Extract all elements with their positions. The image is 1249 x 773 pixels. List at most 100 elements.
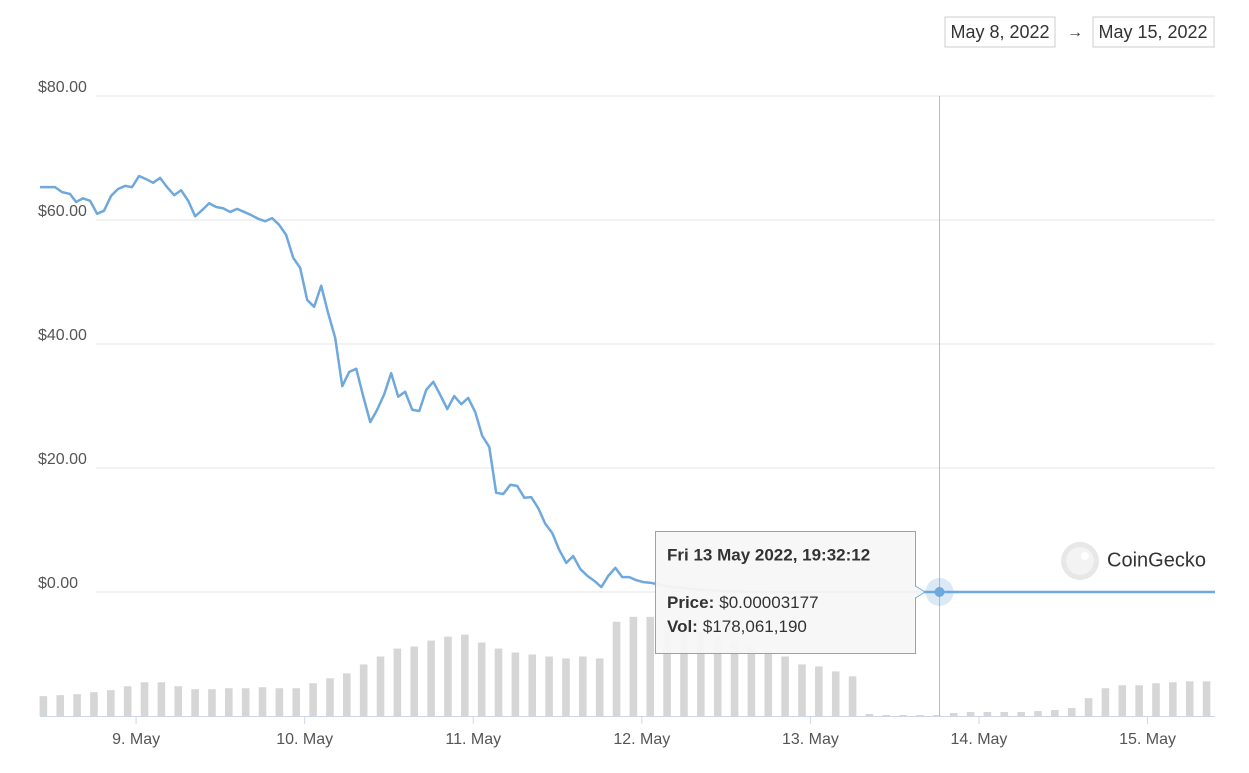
volume-bar — [140, 682, 149, 716]
volume-bar — [1101, 688, 1110, 716]
volume-bar — [528, 654, 537, 716]
volume-bar — [174, 686, 183, 716]
volume-bar — [949, 713, 958, 716]
tooltip-box — [655, 531, 926, 654]
x-tick-label: 14. May — [951, 731, 1008, 748]
volume-bar — [309, 683, 317, 716]
volume-bar — [359, 664, 368, 716]
date-to-box[interactable] — [1092, 16, 1215, 48]
y-tick-label: $60.00 — [38, 203, 87, 220]
volume-bar — [410, 646, 419, 716]
tooltip-price-label: Price: — [667, 593, 714, 612]
volume-bar — [123, 686, 132, 716]
volume-bar — [427, 640, 435, 716]
y-tick-label: $80.00 — [38, 79, 87, 96]
date-to[interactable]: May 15, 2022 — [1098, 22, 1207, 42]
volume-bar — [477, 642, 486, 716]
volume-bar — [882, 715, 891, 716]
volume-bar — [713, 636, 722, 716]
volume-bar — [157, 682, 166, 716]
volume-bar — [831, 671, 840, 716]
volume-bar — [191, 689, 199, 716]
volume-bar — [697, 631, 705, 716]
tooltip-title: Fri 13 May 2022, 19:32:12 — [667, 545, 870, 564]
volume-bar — [562, 658, 570, 716]
volume-bar — [612, 621, 621, 716]
volume-bar — [461, 634, 469, 716]
x-tick-label: 10. May — [276, 731, 333, 748]
volume-bar — [1152, 683, 1160, 716]
volume-bar — [1051, 710, 1059, 716]
volume-bar — [983, 712, 992, 716]
volume-bar — [1169, 682, 1177, 716]
volume-bar — [865, 714, 874, 716]
volume-bar — [56, 695, 65, 716]
volume-bar — [798, 664, 806, 716]
volume-bar — [275, 688, 284, 716]
volume-bar — [545, 656, 553, 716]
volume-bar — [1017, 712, 1025, 716]
volume-bar — [1118, 685, 1127, 716]
y-tick-label: $20.00 — [38, 451, 87, 468]
volume-bar — [343, 673, 351, 716]
tooltip: Fri 13 May 2022, 19:32:12 Price: $0.000031… — [655, 531, 926, 654]
volume-bar — [1135, 685, 1143, 716]
tooltip-vol-value: $178,061,190 — [703, 617, 807, 636]
volume-bar — [1034, 711, 1042, 716]
watermark-logo — [1061, 542, 1099, 580]
volume-bar — [764, 650, 773, 716]
tooltip-vol-label: Vol: — [667, 617, 698, 636]
volume-bar — [511, 652, 520, 716]
volume-bar — [730, 641, 739, 716]
volume-bar — [1067, 708, 1076, 716]
volume-bar — [916, 715, 924, 716]
x-tick-label: 13. May — [782, 731, 839, 748]
volume-bar — [39, 696, 48, 716]
volume-bar — [595, 658, 604, 716]
volume-bar — [781, 656, 789, 716]
tooltip-price-value: $0.00003177 — [719, 593, 818, 612]
volume-bar — [646, 616, 655, 716]
volume-bar — [1000, 712, 1009, 716]
y-tick-label: $40.00 — [38, 327, 87, 344]
volume-bar — [225, 688, 233, 716]
volume-bar — [848, 676, 857, 716]
volume-bar — [815, 666, 823, 716]
volume-bar — [444, 636, 452, 716]
volume-bar — [933, 715, 941, 716]
volume-bar — [107, 690, 115, 716]
volume-bar — [1084, 698, 1093, 716]
x-tick-label: 9. May — [112, 731, 160, 748]
volume-bar — [1202, 681, 1211, 716]
volume-bar — [393, 648, 402, 716]
volume-bar — [90, 692, 98, 716]
x-tick-label: 11. May — [445, 731, 501, 748]
volume-bar — [747, 646, 756, 716]
volume-bar — [966, 712, 975, 716]
volume-bar — [1185, 681, 1194, 716]
volume-bar — [376, 656, 385, 716]
y-tick-label: $0.00 — [38, 575, 78, 592]
date-arrow: → — [1067, 24, 1083, 41]
volume-bar — [579, 656, 587, 716]
volume-bar — [241, 688, 250, 716]
volume-bar — [326, 678, 334, 716]
volume-bar — [629, 616, 638, 716]
volume-bar — [208, 689, 216, 716]
tooltip-price: Price: $0.00003177 — [667, 593, 819, 612]
x-tick-label: 12. May — [613, 731, 670, 748]
watermark: CoinGecko — [1107, 549, 1206, 571]
volume-bar — [680, 626, 688, 716]
volume-bar — [899, 715, 907, 716]
volume-bar — [494, 648, 503, 716]
hover-point — [934, 586, 945, 597]
volume-bar — [258, 687, 267, 716]
date-from[interactable]: May 8, 2022 — [950, 22, 1049, 42]
volume-bar — [663, 621, 671, 716]
volume-bar — [292, 688, 301, 716]
date-from-box[interactable] — [944, 16, 1056, 48]
tooltip-vol: Vol: $178,061,190 — [667, 617, 807, 636]
volume-bar — [73, 694, 81, 716]
